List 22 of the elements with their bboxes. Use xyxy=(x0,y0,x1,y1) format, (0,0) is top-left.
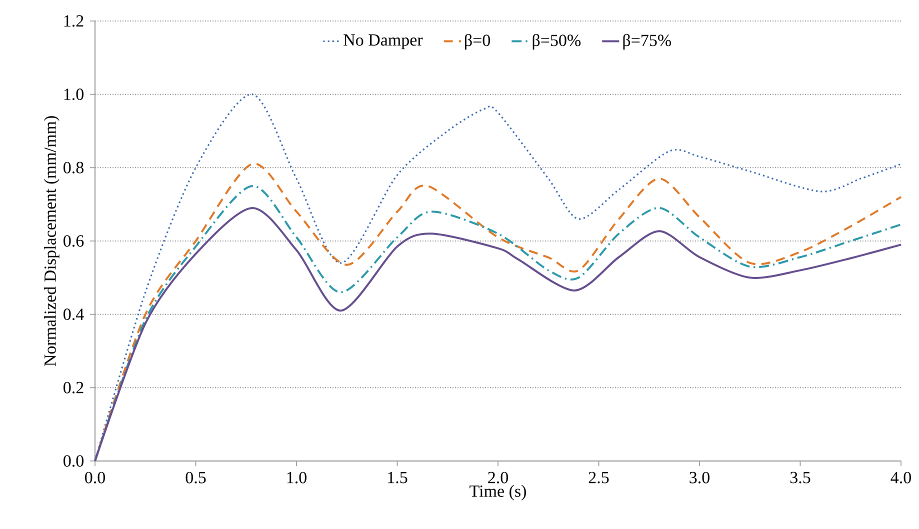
y-tick-label: 0.8 xyxy=(64,162,84,174)
x-tick-label: 2.5 xyxy=(588,472,609,484)
y-tick-label: 0.4 xyxy=(64,308,84,320)
x-tick-label: 4.0 xyxy=(890,472,911,484)
legend-label: β=50% xyxy=(532,34,581,50)
legend-label: No Damper xyxy=(344,34,423,50)
x-axis-title: Time (s) xyxy=(470,484,526,500)
x-tick-label: 2.0 xyxy=(488,472,508,484)
x-tick-label: 3.5 xyxy=(790,472,810,484)
x-tick-label: 0.0 xyxy=(85,472,105,484)
x-tick-label: 3.0 xyxy=(690,472,710,484)
y-tick-label: 1.2 xyxy=(64,15,84,27)
y-tick-label: 0.2 xyxy=(64,382,84,394)
y-tick-label: 1.0 xyxy=(64,88,84,100)
legend-label: β=0 xyxy=(465,34,490,50)
x-tick-label: 1.5 xyxy=(388,472,408,484)
y-tick-label: 0.6 xyxy=(64,235,84,247)
x-tick-label: 0.5 xyxy=(186,472,206,484)
x-tick-label: 1.0 xyxy=(287,472,306,484)
y-tick-label: 0.0 xyxy=(64,455,84,467)
legend-label: β=75% xyxy=(623,34,672,50)
y-axis-title: Normalized Displacement (mm/mm) xyxy=(44,116,60,366)
